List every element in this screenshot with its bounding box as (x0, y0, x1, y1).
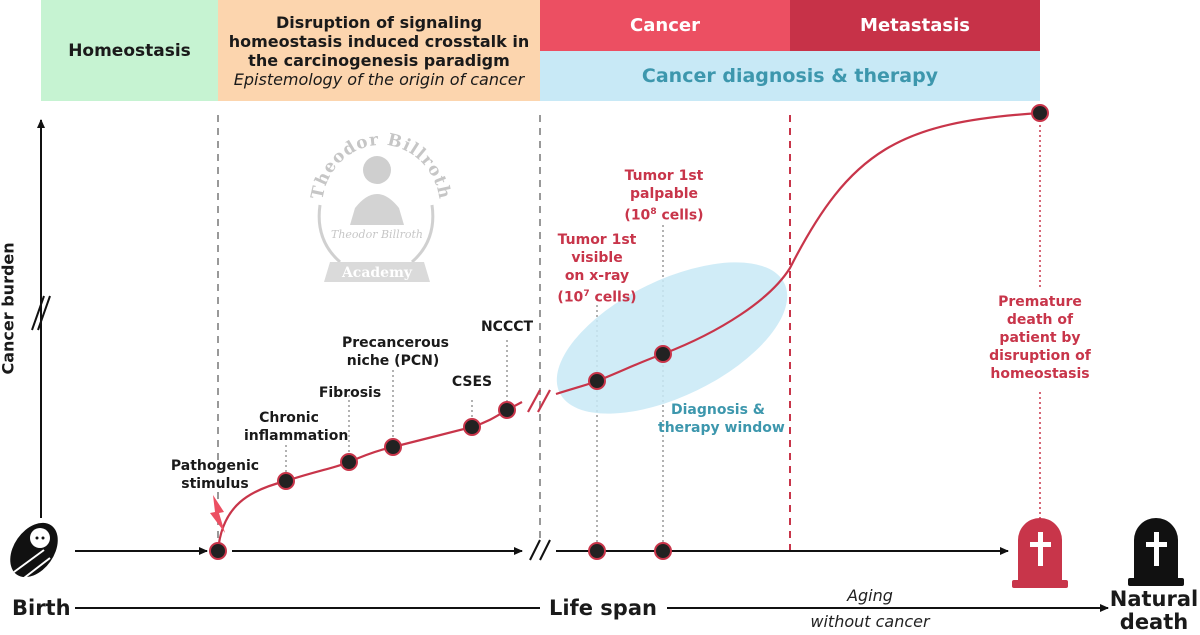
baby-icon (10, 522, 58, 579)
homeostasis-band: Homeostasis (41, 0, 218, 101)
point-metastasis-end (1031, 104, 1049, 122)
metastasis-label: Metastasis (860, 15, 970, 36)
diagnosis-therapy-band: Cancer diagnosis & therapy (540, 51, 1040, 101)
metastasis-band: Metastasis (790, 0, 1040, 51)
timeline-break-1 (529, 539, 541, 561)
point-ncccct (498, 401, 516, 419)
label-chronic-inflammation: Chronic inflammation (244, 410, 349, 444)
curve-break-2 (537, 389, 551, 413)
lightning-icon (210, 495, 225, 533)
label-diagnosis-window: Diagnosis & therapy window (658, 402, 785, 436)
diagnosis-window-ellipse (556, 262, 788, 414)
homeostasis-label: Homeostasis (68, 40, 191, 61)
logo-bottom-text: Academy (341, 265, 413, 281)
y-axis-label: Cancer burden (0, 242, 18, 375)
y-axis-break-2 (37, 295, 51, 331)
diagnosis-therapy-label: Cancer diagnosis & therapy (641, 65, 939, 87)
disruption-subtitle: Epistemology of the origin of cancer (233, 69, 525, 89)
label-premature-death: Premature death of patient by disruption… (989, 294, 1091, 382)
label-life-span: Life span (549, 596, 657, 620)
cancer-label: Cancer (630, 15, 700, 36)
point-baseline-visible (588, 542, 606, 560)
point-pathogenic (209, 542, 227, 560)
logo-signature: Theodor Billroth (331, 228, 423, 241)
point-chronic (277, 472, 295, 490)
disruption-band: Disruption of signaling homeostasis indu… (218, 0, 540, 101)
tombstone-premature-icon (1012, 518, 1068, 588)
point-tumor-palpable (654, 345, 672, 363)
label-pcn: Precancerous niche (PCN) (342, 335, 449, 369)
cancer-band: Cancer (540, 0, 790, 51)
label-without-cancer: without cancer (810, 612, 930, 631)
label-cses: CSES (451, 374, 493, 390)
label-natural-death: Natural death (1109, 587, 1199, 634)
point-fibrosis (340, 453, 358, 471)
y-axis-break-1 (31, 295, 45, 331)
label-fibrosis: Fibrosis (318, 385, 382, 401)
curve-break-1 (527, 389, 541, 413)
tombstone-natural-icon (1128, 518, 1184, 586)
label-tumor-visible: Tumor 1st visible on x-ray (107 cells) (557, 232, 637, 306)
label-ncccct: NCCCT (480, 319, 534, 335)
disruption-title: Disruption of signaling homeostasis indu… (228, 12, 530, 70)
label-birth: Birth (12, 596, 71, 620)
point-pcn (384, 438, 402, 456)
timeline-break-2 (539, 539, 551, 561)
point-cses (463, 418, 481, 436)
label-pathogenic: Pathogenic stimulus (170, 458, 260, 492)
point-baseline-palpable (654, 542, 672, 560)
point-tumor-visible (588, 372, 606, 390)
label-tumor-palpable: Tumor 1st palpable (108 cells) (624, 168, 704, 224)
billroth-academy-logo: Theodor Billroth Theodor Billroth Academ… (307, 130, 454, 282)
label-aging: Aging (847, 586, 893, 605)
stage-points (209, 104, 1049, 560)
